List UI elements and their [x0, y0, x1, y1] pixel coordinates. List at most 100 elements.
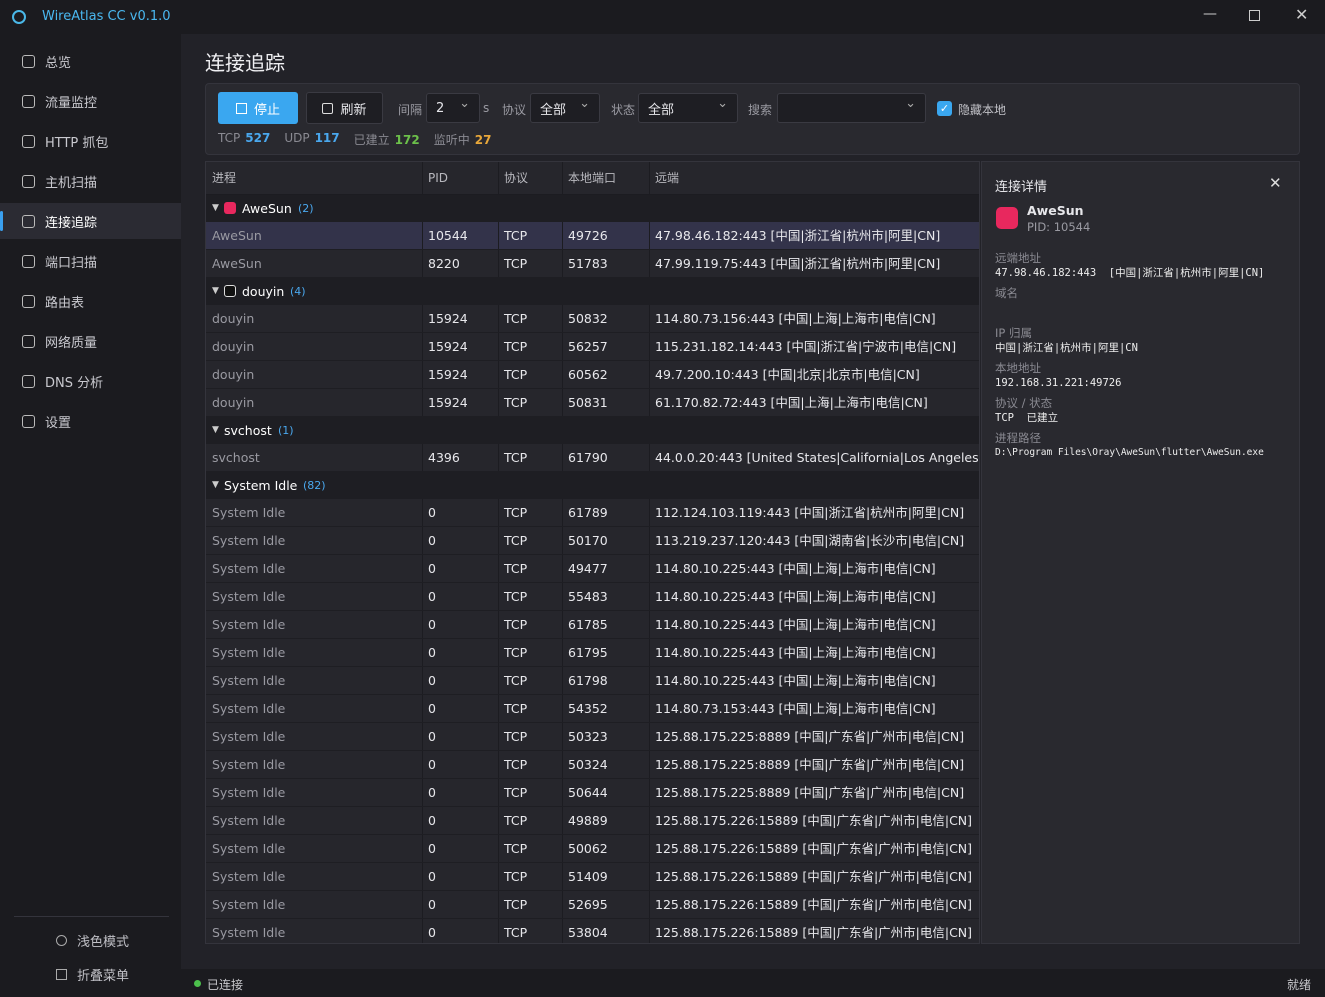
- search-input[interactable]: [777, 93, 926, 123]
- nav-item[interactable]: DNS 分析: [0, 363, 181, 399]
- nav-label: DNS 分析: [45, 375, 104, 391]
- cell-divider: [498, 639, 499, 666]
- cell: TCP: [504, 367, 528, 382]
- cell: 49.7.200.10:443 [中国|北京|北京市|电信|CN]: [655, 367, 920, 382]
- nav-item[interactable]: 网络质量: [0, 323, 181, 359]
- table-row[interactable]: System Idle 0 TCP 61789 112.124.103.119:443 …: [206, 499, 979, 527]
- cell-divider: [649, 583, 650, 610]
- cell: 0: [428, 869, 436, 884]
- cell-divider: [649, 639, 650, 666]
- status-bar: 已连接 就绪: [181, 969, 1325, 997]
- protocol-select[interactable]: 全部: [530, 93, 600, 123]
- nav-item[interactable]: 端口扫描: [0, 243, 181, 279]
- table-row[interactable]: douyin 15924 TCP 50831 61.170.82.72:443 [中国|…: [206, 389, 979, 417]
- table-row[interactable]: System Idle 0 TCP 50170 113.219.237.120:443 …: [206, 527, 979, 555]
- cell-divider: [498, 891, 499, 918]
- maximize-button[interactable]: [1249, 10, 1260, 21]
- nav-item[interactable]: 流量监控: [0, 83, 181, 119]
- cell: System Idle: [212, 645, 286, 660]
- cell: TCP: [504, 757, 528, 772]
- table-row[interactable]: System Idle 0 TCP 51409 125.88.175.226:15889…: [206, 863, 979, 891]
- column-header[interactable]: PID: [428, 171, 449, 185]
- nav-item[interactable]: 路由表: [0, 283, 181, 319]
- cell: douyin: [212, 395, 255, 410]
- minimize-button[interactable]: —: [1203, 6, 1217, 22]
- nav-label: HTTP 抓包: [45, 135, 109, 151]
- cell: 51409: [568, 869, 608, 884]
- group-name: AweSun: [242, 201, 292, 216]
- cell: svchost: [212, 450, 260, 465]
- column-header[interactable]: 协议: [504, 171, 529, 185]
- cell-divider: [498, 527, 499, 554]
- nav-item[interactable]: 主机扫描: [0, 163, 181, 199]
- field-label: 远端地址: [995, 251, 1041, 265]
- cell: TCP: [504, 841, 528, 856]
- table-row[interactable]: System Idle 0 TCP 50062 125.88.175.226:15889…: [206, 835, 979, 863]
- table-row[interactable]: AweSun 8220 TCP 51783 47.99.119.75:443 [中国|浙…: [206, 250, 979, 278]
- state-select[interactable]: 全部: [638, 93, 738, 123]
- cell: 60562: [568, 367, 608, 382]
- stat-label: 已建立: [353, 133, 390, 147]
- cell-divider: [562, 835, 563, 862]
- table-row[interactable]: douyin 15924 TCP 60562 49.7.200.10:443 [中国|北…: [206, 361, 979, 389]
- cell-divider: [562, 611, 563, 638]
- table-row[interactable]: svchost 4396 TCP 61790 44.0.0.20:443 [United…: [206, 444, 979, 472]
- table-row[interactable]: douyin 15924 TCP 50832 114.80.73.156:443 [中国…: [206, 305, 979, 333]
- cell-divider: [562, 639, 563, 666]
- cell-divider: [649, 667, 650, 694]
- field-value: D:\Program Files\Oray\AweSun\flutter\Awe…: [995, 447, 1264, 458]
- hide-local-checkbox[interactable]: ✓: [937, 101, 952, 116]
- cell-divider: [422, 863, 423, 890]
- table-row[interactable]: douyin 15924 TCP 56257 115.231.182.14:443 [中…: [206, 333, 979, 361]
- refresh-button[interactable]: 刷新: [306, 92, 383, 124]
- close-button[interactable]: ✕: [1295, 5, 1309, 24]
- table-row[interactable]: System Idle 0 TCP 61798 114.80.10.225:443 [中…: [206, 667, 979, 695]
- column-header[interactable]: 本地端口: [568, 171, 617, 185]
- cell: System Idle: [212, 505, 286, 520]
- table-row[interactable]: System Idle 0 TCP 61785 114.80.10.225:443 [中…: [206, 611, 979, 639]
- cell-divider: [498, 583, 499, 610]
- table-row[interactable]: System Idle 0 TCP 55483 114.80.10.225:443 [中…: [206, 583, 979, 611]
- sidebar: 总览流量监控 HTTP 抓包主机扫描连接追踪端口扫描路由表网络质量 DNS 分析设置…: [0, 34, 181, 984]
- detail-field: 协议 / 状态 TCP 已建立: [995, 395, 1285, 425]
- cell: TCP: [504, 645, 528, 660]
- detail-close[interactable]: ✕: [1269, 174, 1282, 192]
- group-row[interactable]: ▼ douyin (4): [206, 278, 979, 305]
- cell-divider: [649, 250, 650, 277]
- table-row[interactable]: System Idle 0 TCP 50324 125.88.175.225:8889 …: [206, 751, 979, 779]
- group-row[interactable]: ▼ System Idle (82): [206, 472, 979, 499]
- stat: UDP 117: [284, 131, 339, 148]
- cell-divider: [649, 779, 650, 806]
- nav-item[interactable]: 连接追踪: [0, 203, 181, 239]
- stop-button[interactable]: 停止: [218, 92, 298, 124]
- cell: 0: [428, 841, 436, 856]
- column-header[interactable]: 进程: [212, 171, 237, 185]
- table-row[interactable]: System Idle 0 TCP 50323 125.88.175.225:8889 …: [206, 723, 979, 751]
- cell-divider: [498, 444, 499, 471]
- cell: 61790: [568, 450, 608, 465]
- table-row[interactable]: System Idle 0 TCP 52695 125.88.175.226:15889…: [206, 891, 979, 919]
- table-row[interactable]: System Idle 0 TCP 49889 125.88.175.226:15889…: [206, 807, 979, 835]
- cell-divider: [649, 863, 650, 890]
- column-header[interactable]: 远端: [655, 171, 680, 185]
- table-row[interactable]: System Idle 0 TCP 50644 125.88.175.225:8889 …: [206, 779, 979, 807]
- nav-icon: [22, 54, 35, 68]
- group-count: (82): [303, 479, 326, 492]
- sidebar-footer-item[interactable]: 浅色模式: [56, 931, 129, 950]
- nav-item[interactable]: HTTP 抓包: [0, 123, 181, 159]
- cell: douyin: [212, 311, 255, 326]
- cell: System Idle: [212, 589, 286, 604]
- group-row[interactable]: ▼ AweSun (2): [206, 195, 979, 222]
- table-row[interactable]: System Idle 0 TCP 61795 114.80.10.225:443 [中…: [206, 639, 979, 667]
- table-row[interactable]: System Idle 0 TCP 49477 114.80.10.225:443 [中…: [206, 555, 979, 583]
- sidebar-footer-item[interactable]: 折叠菜单: [56, 965, 129, 984]
- cell: 15924: [428, 367, 468, 382]
- cell-divider: [562, 891, 563, 918]
- table-row[interactable]: AweSun 10544 TCP 49726 47.98.46.182:443 [中国|…: [206, 222, 979, 250]
- table-row[interactable]: System Idle 0 TCP 53804 125.88.175.226:15889…: [206, 919, 979, 943]
- interval-select[interactable]: 2: [426, 93, 480, 123]
- nav-item[interactable]: 总览: [0, 43, 181, 79]
- group-row[interactable]: ▼ svchost (1): [206, 417, 979, 444]
- table-row[interactable]: System Idle 0 TCP 54352 114.80.73.153:443 [中…: [206, 695, 979, 723]
- nav-item[interactable]: 设置: [0, 403, 181, 439]
